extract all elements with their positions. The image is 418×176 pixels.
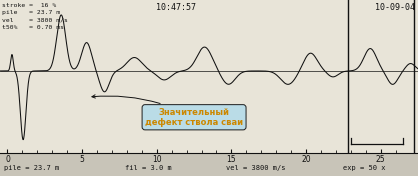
Text: pile = 23.7 m: pile = 23.7 m [4,165,59,171]
Text: 10:47:57: 10:47:57 [155,3,196,12]
Text: Значительный
дефект ствола сваи: Значительный дефект ствола сваи [92,95,243,127]
Text: exp = 50 x: exp = 50 x [343,165,385,171]
Text: fil = 3.0 m: fil = 3.0 m [125,165,172,171]
Text: 10-09-04: 10-09-04 [375,3,415,12]
Text: stroke =  16 %
pile   = 23.7 m
vel    = 3800 m/s
t50%   = 0.70 ms: stroke = 16 % pile = 23.7 m vel = 3800 m… [2,3,68,30]
Text: vel = 3800 m/s: vel = 3800 m/s [226,165,285,171]
